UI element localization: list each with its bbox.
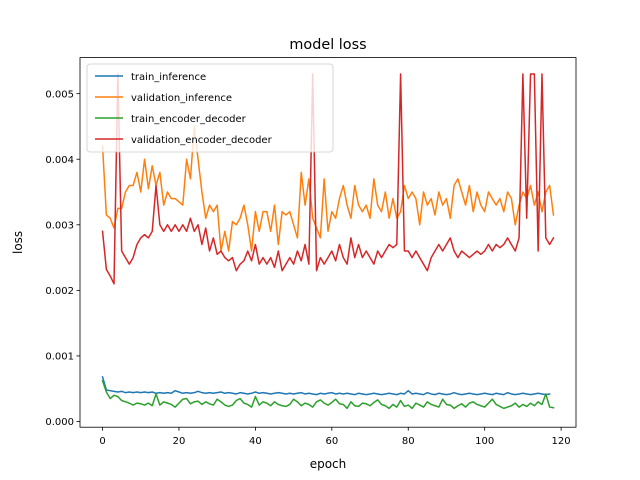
series-line-train-encoder-decoder [101,379,555,410]
axes-layer: 0 20 40 60 80 100 120 0.000 0.001 0.002 0.003 0.004… [45,57,577,447]
x-tick-label: 80 [402,436,415,447]
series-line-validation-inference [101,125,555,252]
y-tick-label: 0.005 [45,89,74,100]
x-tick-label: 0 [99,436,105,447]
axes-frame [79,57,577,428]
legend-label: train_encoder_decoder [131,114,247,125]
y-tick-label: 0.002 [45,286,74,297]
legend: train_inference validation_inferencetrain… [86,63,334,153]
y-tick-label: 0.004 [45,155,74,166]
x-tick-label: 40 [249,436,262,447]
x-tick-label: 100 [475,436,494,447]
series-layer [101,73,555,410]
legend-label: validation_encoder_decoder [131,135,273,146]
x-tick-label: 20 [173,436,186,447]
x-tick-label: 120 [552,436,571,447]
y-axis-label: loss [11,231,25,254]
y-tick-label: 0.003 [45,220,74,231]
series-line-train-inference [101,375,551,396]
x-tick-label: 60 [325,436,338,447]
legend-label: validation_inference [131,93,232,104]
series-line-validation-encoder-decoder [101,73,555,285]
chart-title: model loss [289,37,366,53]
legend-box [86,63,334,153]
y-tick-label: 0.001 [45,352,74,363]
legend-label: train_inference [131,72,206,83]
y-tick-label: 0.000 [45,417,74,428]
x-axis-label: epoch [310,457,347,471]
